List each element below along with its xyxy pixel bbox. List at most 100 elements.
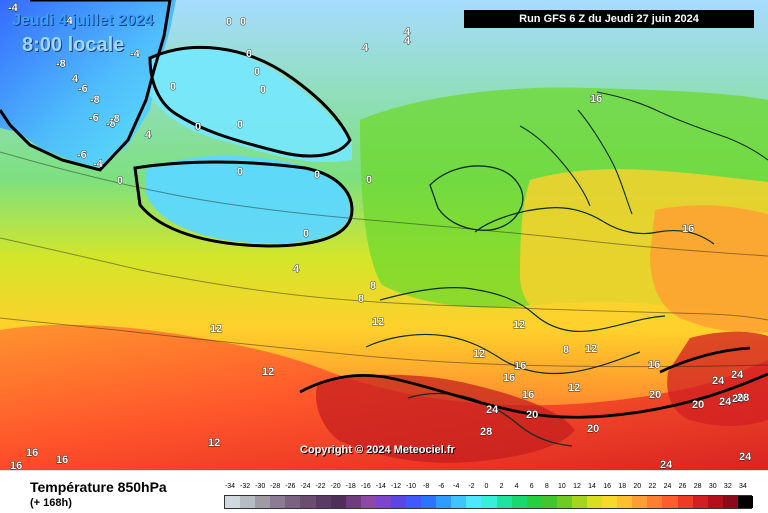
scale-label: 16: [603, 483, 612, 490]
map-label: 12: [208, 437, 220, 449]
map-label: 4: [404, 35, 411, 47]
map-label: 0: [303, 228, 309, 240]
map-label: 0: [117, 175, 123, 187]
map-label: 4: [404, 26, 411, 38]
scale-label: 20: [633, 483, 642, 490]
scale-label: 22: [648, 483, 657, 490]
scale-label: -6: [438, 483, 445, 490]
map-label: 16: [56, 454, 68, 466]
model-run-label: Run GFS 6 Z du Jeudi 27 juin 2024: [464, 10, 754, 28]
scale-label: -20: [330, 483, 341, 490]
map-label: 4: [362, 42, 369, 54]
map-label: 12: [262, 366, 274, 378]
scale-label: -30: [255, 483, 266, 490]
scale-label: 30: [708, 483, 717, 490]
map-label: 4: [293, 263, 300, 275]
scale-swatch: [692, 496, 708, 508]
scale-swatch: [345, 496, 361, 508]
map-label: 4: [145, 129, 152, 141]
scale-swatch: [737, 496, 753, 508]
scale-label: -4: [453, 483, 460, 490]
map-label: -8: [110, 113, 120, 125]
scale-label: 24: [663, 483, 672, 490]
scale-swatch: [240, 496, 256, 508]
map-label: 20: [526, 409, 538, 421]
map-label: 28: [480, 426, 492, 438]
map-label: 0: [237, 119, 243, 131]
map-label: -4: [63, 15, 74, 27]
scale-swatch: [707, 496, 723, 508]
map-label: 12: [473, 348, 485, 360]
scale-label: 4: [514, 483, 519, 490]
map-label: 12: [585, 343, 597, 355]
scale-labels: -34 -32 -30 -28 -26 -24 -22 -20 -18 -16 -14 -12 -10-…: [224, 481, 752, 493]
forecast-date: Jeudi 4 juillet 2024: [12, 12, 154, 29]
scale-swatch: [677, 496, 693, 508]
map-label: 0: [226, 16, 232, 28]
scale-swatch: [647, 496, 663, 508]
map-label: 0: [260, 84, 266, 96]
scale-swatch: [496, 496, 512, 508]
scale-label: -16: [360, 483, 371, 490]
scale-swatch: [255, 496, 271, 508]
map-label: 0: [366, 174, 372, 186]
scale-label: -24: [300, 483, 311, 490]
scale-swatch: [466, 496, 482, 508]
scale-swatch: [632, 496, 648, 508]
map-label: 20: [732, 393, 744, 405]
map-label: 24: [739, 451, 752, 463]
scale-label: 18: [618, 483, 627, 490]
map-label: 0: [195, 121, 201, 133]
scale-label: 26: [678, 483, 687, 490]
map-label: 20: [692, 399, 704, 411]
scale-swatch: [602, 496, 618, 508]
scale-label: 6: [529, 483, 534, 490]
scale-swatch: [315, 496, 331, 508]
map-label: 4: [72, 73, 79, 85]
map-label: 16: [522, 389, 534, 401]
map-label: 24: [486, 404, 499, 416]
scale-swatch: [481, 496, 497, 508]
scale-swatch: [300, 496, 316, 508]
scale-label: -2: [468, 483, 475, 490]
map-label: 0: [254, 66, 260, 78]
scale-swatch: [375, 496, 391, 508]
scale-label: 28: [693, 483, 702, 490]
scale-swatch: [421, 496, 437, 508]
scale-swatch: [617, 496, 633, 508]
map-label: 24: [731, 369, 744, 381]
map-label: 24: [712, 375, 725, 387]
map-label: 0: [240, 16, 246, 28]
scale-swatch: [526, 496, 542, 508]
scale-label: -28: [270, 483, 281, 490]
scale-swatch: [451, 496, 467, 508]
scale-label: -12: [390, 483, 401, 490]
map-label: -4: [93, 158, 104, 170]
scale-swatch: [722, 496, 738, 508]
map-label: -8: [106, 118, 116, 130]
legend-footer: Température 850hPa (+ 168h) -34 -32 -30 -28…: [0, 470, 768, 513]
map-label: -8: [56, 58, 66, 70]
map-label: -6: [77, 149, 87, 161]
map-label: 8: [358, 293, 364, 305]
map-label: 16: [648, 359, 660, 371]
scale-swatch: [587, 496, 603, 508]
scale-label: 2: [499, 483, 504, 490]
scale-swatch: [406, 496, 422, 508]
map-label: 12: [210, 323, 222, 335]
scale-swatch: [360, 496, 376, 508]
map-label: -4: [8, 2, 19, 14]
scale-swatch: [541, 496, 557, 508]
map-label: 20: [649, 389, 661, 401]
map-label: 24: [719, 396, 732, 408]
temperature-scale: -34 -32 -30 -28 -26 -24 -22 -20 -18 -16 -14 -12 -10-…: [224, 481, 753, 513]
map-label: 12: [513, 319, 525, 331]
legend-subtitle: (+ 168h): [30, 497, 72, 509]
scale-swatch: [511, 496, 527, 508]
map-label: 16: [503, 372, 515, 384]
scale-swatch: [225, 496, 241, 508]
copyright-label: Copyright © 2024 Meteociel.fr: [300, 444, 455, 456]
scale-swatch: [662, 496, 678, 508]
map-label: 16: [26, 447, 38, 459]
